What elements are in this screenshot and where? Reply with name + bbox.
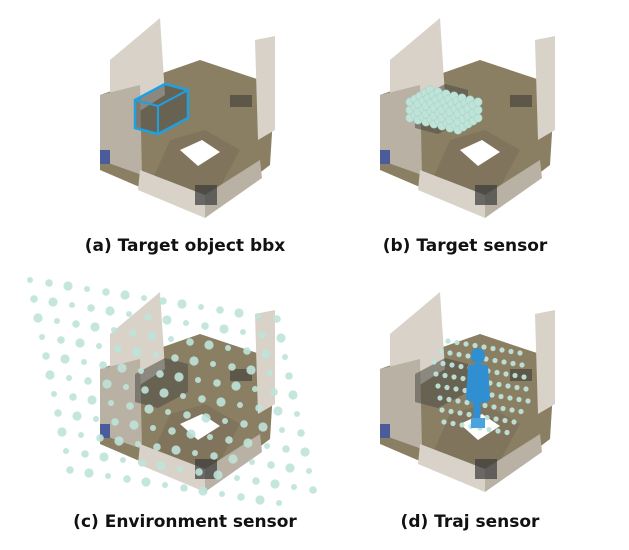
- panel-traj-sensor: [360, 268, 575, 508]
- environment-sensor-spheres: [27, 277, 317, 506]
- room-scan-image: [380, 18, 555, 218]
- caption-c: (c) Environment sensor: [73, 512, 297, 532]
- room-scan-image: [27, 277, 317, 506]
- target-bounding-box: [133, 82, 190, 136]
- panel-target-object-bbx: [80, 0, 295, 225]
- panel-environment-sensor: [18, 268, 318, 508]
- caption-b: (b) Target sensor: [382, 236, 548, 256]
- room-scan-image: [380, 292, 555, 492]
- room-scan-image: [100, 18, 275, 218]
- target-sensor-spheres: [405, 85, 483, 135]
- trajectory-sensor-spheres: [431, 338, 531, 436]
- caption-d: (d) Traj sensor: [400, 512, 540, 532]
- panel-target-sensor: [360, 0, 575, 225]
- human-figure: [466, 348, 490, 428]
- caption-a: (a) Target object bbx: [84, 236, 286, 256]
